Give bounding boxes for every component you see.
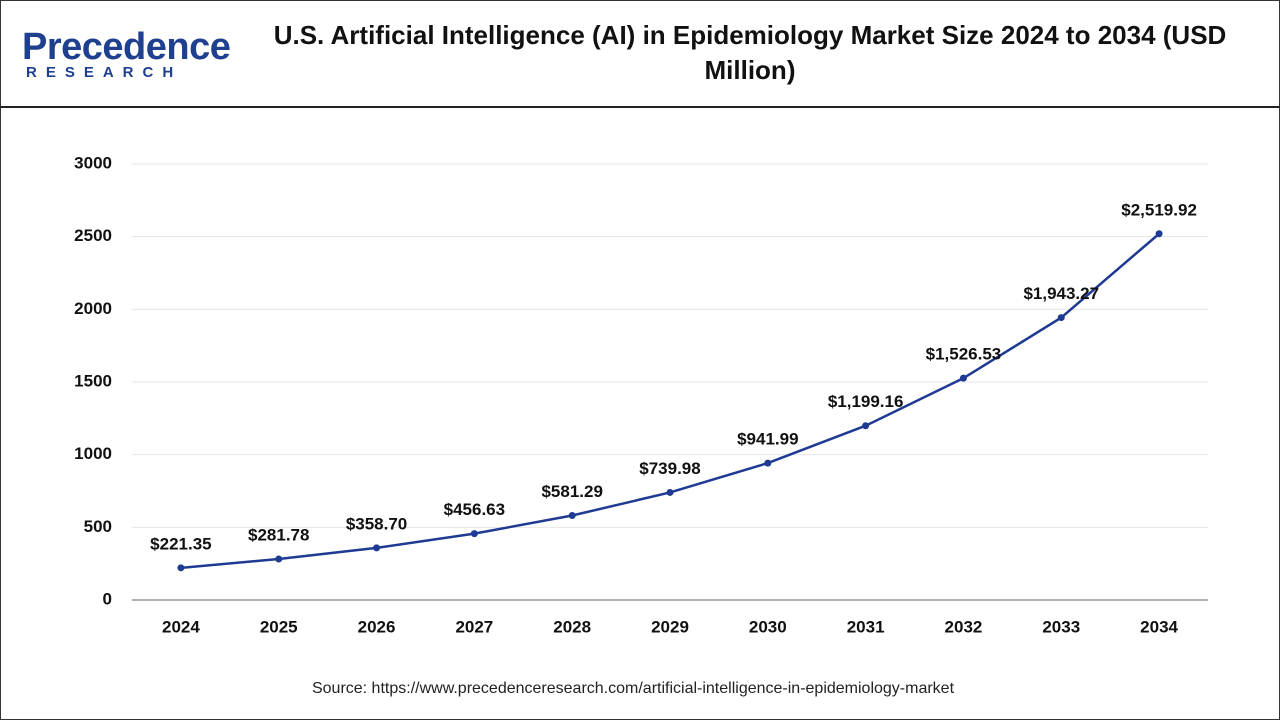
point <box>959 374 967 382</box>
point <box>1155 230 1163 238</box>
x-tick-label: 2024 <box>162 617 200 636</box>
x-tick-label: 2030 <box>749 617 787 636</box>
x-tick-label: 2028 <box>553 617 591 636</box>
x-tick-label: 2026 <box>358 617 396 636</box>
data-label: $281.78 <box>248 526 309 545</box>
point <box>1057 314 1065 322</box>
data-label: $941.99 <box>737 430 798 449</box>
x-tick-label: 2027 <box>455 617 493 636</box>
x-tick-label: 2034 <box>1140 617 1178 636</box>
x-tick-label: 2029 <box>651 617 689 636</box>
x-tick-label: 2033 <box>1042 617 1080 636</box>
point <box>275 555 283 563</box>
line <box>180 232 1160 570</box>
x-tick-label: 2025 <box>260 617 298 636</box>
point <box>764 459 772 467</box>
data-label: $739.98 <box>639 459 700 478</box>
x-tick-label: 2031 <box>847 617 885 636</box>
data-label: $358.70 <box>346 514 407 533</box>
logo-subtitle: RESEARCH <box>26 64 183 81</box>
data-label: $1,526.53 <box>926 345 1002 364</box>
y-tick-label: 2000 <box>74 299 112 318</box>
point <box>862 422 870 430</box>
y-tick-label: 2500 <box>74 226 112 245</box>
data-label: $1,199.16 <box>828 392 904 411</box>
point <box>373 544 381 552</box>
data-label: $221.35 <box>150 534 211 553</box>
y-tick-label: 1000 <box>74 444 112 463</box>
y-tick-label: 500 <box>84 517 112 536</box>
header: Precedence RESEARCH U.S. Artificial Inte… <box>0 0 1280 108</box>
data-label: $1,943.27 <box>1023 284 1099 303</box>
y-tick-label: 1500 <box>74 371 112 390</box>
y-tick-label: 3000 <box>74 153 112 172</box>
point <box>177 564 185 572</box>
x-tick-label: 2032 <box>945 617 983 636</box>
source: Source: https://www.precedenceresearch.c… <box>312 680 955 697</box>
point <box>666 488 674 496</box>
chart-title: U.S. Artificial Intelligence (AI) in Epi… <box>273 20 1227 85</box>
data-label: $581.29 <box>541 482 602 501</box>
data-label: $456.63 <box>444 500 505 519</box>
point <box>568 512 576 520</box>
point <box>470 530 478 538</box>
y-tick-label: 0 <box>103 589 112 608</box>
data-label: $2,519.92 <box>1121 200 1197 219</box>
logo-name: Precedence <box>22 26 231 68</box>
